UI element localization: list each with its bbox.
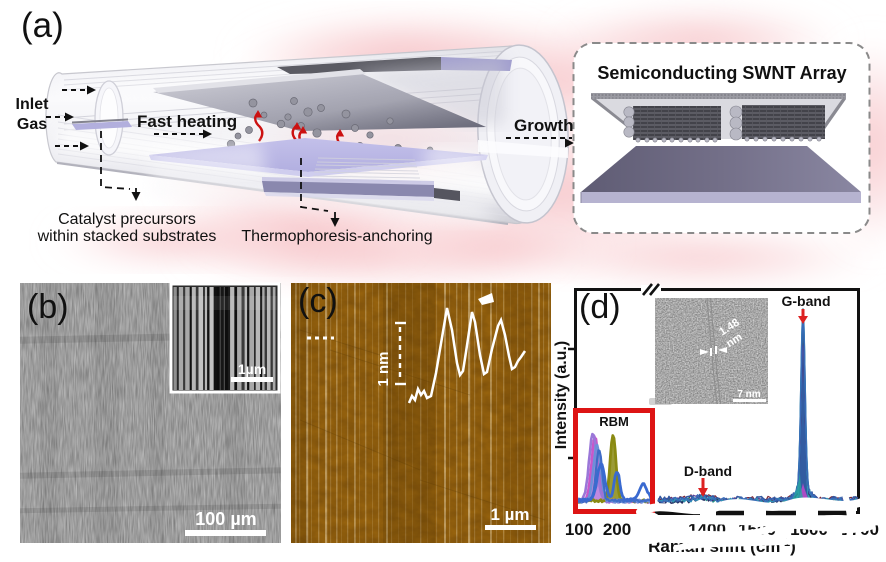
svg-text:(d): (d) — [579, 288, 621, 326]
svg-text:Fast heating: Fast heating — [137, 112, 237, 131]
svg-text:G-band: G-band — [782, 293, 831, 309]
svg-text:(c): (c) — [298, 282, 338, 320]
svg-text:RBM: RBM — [599, 414, 629, 429]
svg-text:100 µm: 100 µm — [195, 509, 256, 529]
svg-text:1 nm: 1 nm — [375, 351, 392, 386]
svg-text:Catalyst precursors: Catalyst precursors — [58, 211, 196, 228]
svg-text:Growth: Growth — [514, 116, 574, 135]
svg-text:1 µm: 1 µm — [490, 505, 529, 524]
svg-text:Intensity (a.u.): Intensity (a.u.) — [553, 341, 570, 449]
svg-text:1µm: 1µm — [238, 361, 266, 377]
svg-text:7 nm: 7 nm — [737, 389, 760, 400]
svg-text:200: 200 — [603, 520, 631, 539]
svg-text:D-band: D-band — [684, 463, 732, 479]
svg-text:Thermophoresis-anchoring: Thermophoresis-anchoring — [241, 228, 432, 245]
svg-text:(a): (a) — [21, 6, 64, 45]
svg-text:Inlet: Inlet — [16, 96, 50, 113]
svg-text:Gas: Gas — [17, 116, 47, 133]
svg-text:Semiconducting SWNT Array: Semiconducting SWNT Array — [597, 63, 846, 83]
svg-text:100: 100 — [565, 520, 593, 539]
svg-text:(b): (b) — [27, 288, 69, 326]
svg-text:within stacked substrates: within stacked substrates — [37, 228, 217, 245]
